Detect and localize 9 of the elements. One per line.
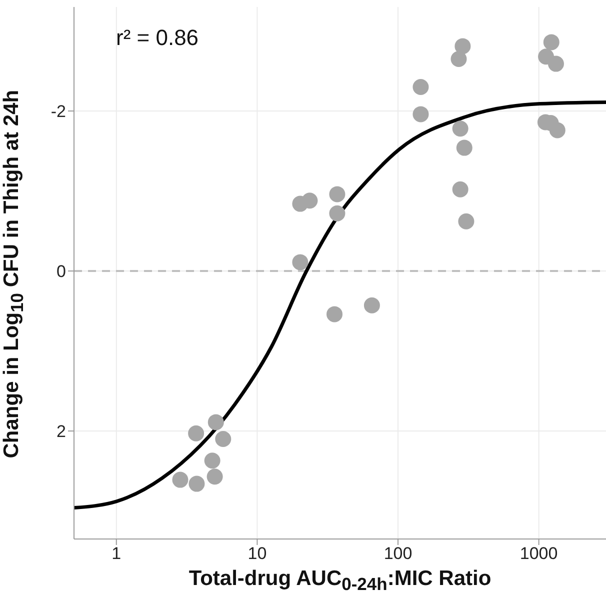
x-tick-label: 1: [112, 544, 122, 564]
x-tick-label: 10: [248, 544, 267, 564]
x-axis-title: Total-drug AUC$_{0-24h}$:MIC Ratio: [188, 567, 492, 596]
x-tick-label: 1000: [520, 544, 558, 564]
x-tick-label: 100: [384, 544, 412, 564]
y-tick-label: 0: [56, 262, 66, 282]
y-tick-label: 2: [56, 422, 66, 442]
y-tick-label: -2: [50, 102, 66, 122]
annotation: r² = 0.86: [116, 25, 199, 51]
